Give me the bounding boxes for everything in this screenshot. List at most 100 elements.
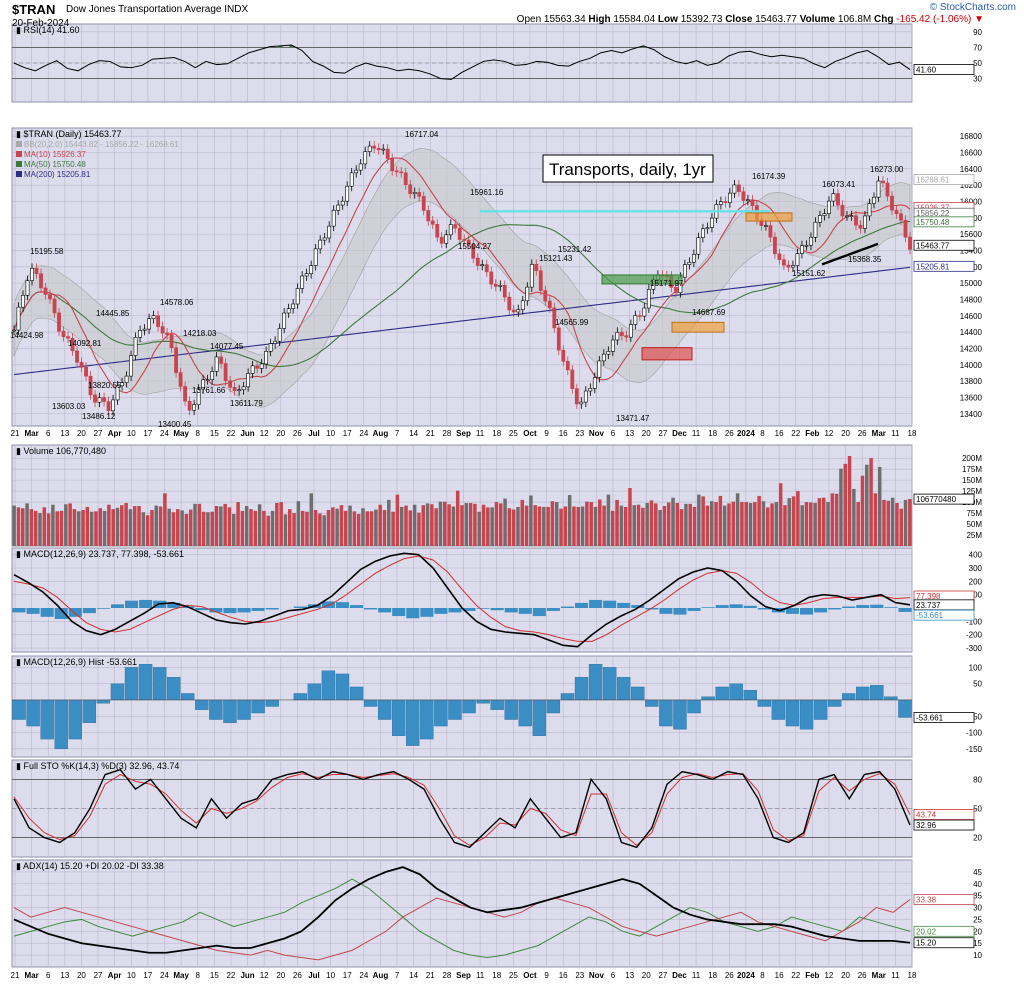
x-axis-label: 24 bbox=[160, 971, 169, 980]
candle-body bbox=[120, 382, 124, 387]
volume-bar bbox=[821, 497, 826, 546]
x-axis-label: 20 bbox=[77, 429, 86, 438]
price-label: 13486.12 bbox=[82, 412, 116, 421]
macd-hist-bar bbox=[54, 608, 68, 619]
x-axis-label: Jun bbox=[240, 971, 254, 980]
volume-bar bbox=[94, 511, 98, 546]
x-axis-label: 12 bbox=[260, 971, 269, 980]
macd-hist-bar bbox=[82, 608, 96, 614]
volume-bar bbox=[240, 510, 245, 546]
candle-body bbox=[160, 326, 165, 334]
volume-bar bbox=[580, 506, 585, 546]
volume-bar bbox=[417, 512, 421, 546]
legend-entry: MA(200) 15205.81 bbox=[24, 170, 91, 179]
volume-bar bbox=[374, 509, 378, 546]
volume-bar bbox=[154, 505, 159, 546]
volume-bar bbox=[908, 499, 912, 546]
volume-bar bbox=[804, 502, 809, 546]
candle-body bbox=[462, 239, 467, 241]
macd-hist-bar bbox=[223, 608, 237, 614]
volume-bar bbox=[718, 495, 723, 546]
candle-body bbox=[592, 377, 597, 389]
hist-tick: -150 bbox=[966, 745, 983, 754]
candle-body bbox=[646, 289, 651, 309]
price-tick: 15400 bbox=[960, 246, 983, 255]
candle-body bbox=[367, 145, 372, 152]
candle-body bbox=[147, 318, 151, 330]
hist-bar bbox=[293, 693, 307, 701]
volume-bar bbox=[714, 502, 718, 546]
macd-hist-bar bbox=[532, 608, 546, 617]
brand-logo[interactable]: © StockCharts.com bbox=[929, 2, 1016, 13]
candle-body bbox=[417, 192, 422, 197]
volume-bar bbox=[524, 505, 529, 546]
macd-tick: 200 bbox=[969, 577, 983, 586]
hist-bar bbox=[335, 673, 350, 701]
candle-body bbox=[133, 337, 138, 356]
candle-body bbox=[426, 210, 431, 222]
hist-bar bbox=[138, 663, 153, 701]
volume-bar bbox=[692, 506, 697, 546]
macd-tick: -100 bbox=[966, 617, 983, 626]
volume-bar bbox=[369, 511, 374, 546]
x-axis-label: 24 bbox=[359, 971, 368, 980]
volume-bar bbox=[98, 508, 103, 546]
volume-bar bbox=[701, 496, 705, 546]
volume-bar bbox=[257, 504, 262, 546]
hist-bar bbox=[434, 699, 448, 727]
price-label: 14578.06 bbox=[160, 298, 194, 307]
candle-body bbox=[822, 213, 827, 216]
volume-bar bbox=[180, 510, 184, 546]
rsi-title: ▮ RSI(14) 41.60 bbox=[16, 25, 79, 35]
legend-swatch bbox=[16, 141, 22, 147]
volume-bar bbox=[830, 493, 835, 546]
rsi-tick: 50 bbox=[973, 59, 982, 68]
candle-body bbox=[178, 372, 183, 387]
x-axis-label: 27 bbox=[658, 429, 667, 438]
volume-bar bbox=[563, 506, 568, 546]
x-axis-label: Feb bbox=[805, 971, 819, 980]
macd-tick: -200 bbox=[966, 631, 983, 640]
candle-body bbox=[34, 267, 39, 274]
open-value: 15563.34 bbox=[543, 14, 586, 25]
candle-body bbox=[529, 263, 534, 288]
hist-bar bbox=[813, 699, 828, 720]
volume-bar bbox=[550, 501, 555, 546]
candle-body bbox=[534, 263, 539, 272]
x-axis-label: 13 bbox=[60, 971, 69, 980]
candle-body bbox=[619, 331, 624, 336]
volume-bar bbox=[443, 501, 447, 546]
macd-hist-bar bbox=[96, 608, 110, 609]
x-axis-label: 16 bbox=[775, 971, 784, 980]
candle-body bbox=[43, 287, 48, 295]
chg-label: Chg bbox=[874, 14, 894, 25]
volume-bar bbox=[679, 509, 684, 546]
hist-bar bbox=[771, 699, 786, 720]
volume-bar bbox=[503, 498, 507, 546]
x-axis-label: 15 bbox=[210, 971, 219, 980]
volume-bar bbox=[16, 507, 21, 546]
volume-bar bbox=[171, 512, 176, 546]
volume-bar bbox=[326, 509, 331, 546]
hist-bar bbox=[743, 690, 757, 701]
volume-bar bbox=[468, 502, 473, 546]
volume-bar bbox=[529, 495, 533, 546]
volume-bar bbox=[343, 510, 348, 546]
x-axis-label: 18 bbox=[492, 971, 501, 980]
x-axis-label: 7 bbox=[395, 971, 400, 980]
volume-bar bbox=[757, 495, 761, 546]
volume-bar bbox=[29, 509, 34, 546]
price-label: 14565.99 bbox=[555, 318, 589, 327]
volume-bar bbox=[197, 503, 202, 546]
volume-bar bbox=[464, 502, 469, 546]
candle-body bbox=[196, 388, 201, 405]
hist-bar bbox=[40, 699, 54, 740]
volume-bar bbox=[425, 503, 430, 546]
x-axis-label: 14 bbox=[409, 971, 418, 980]
volume-bar bbox=[163, 493, 167, 546]
hist-bar bbox=[167, 677, 181, 701]
candle-body bbox=[354, 169, 359, 174]
volume-bar bbox=[223, 503, 227, 546]
adx-tick: 35 bbox=[973, 892, 982, 901]
volume-bar bbox=[761, 501, 766, 546]
